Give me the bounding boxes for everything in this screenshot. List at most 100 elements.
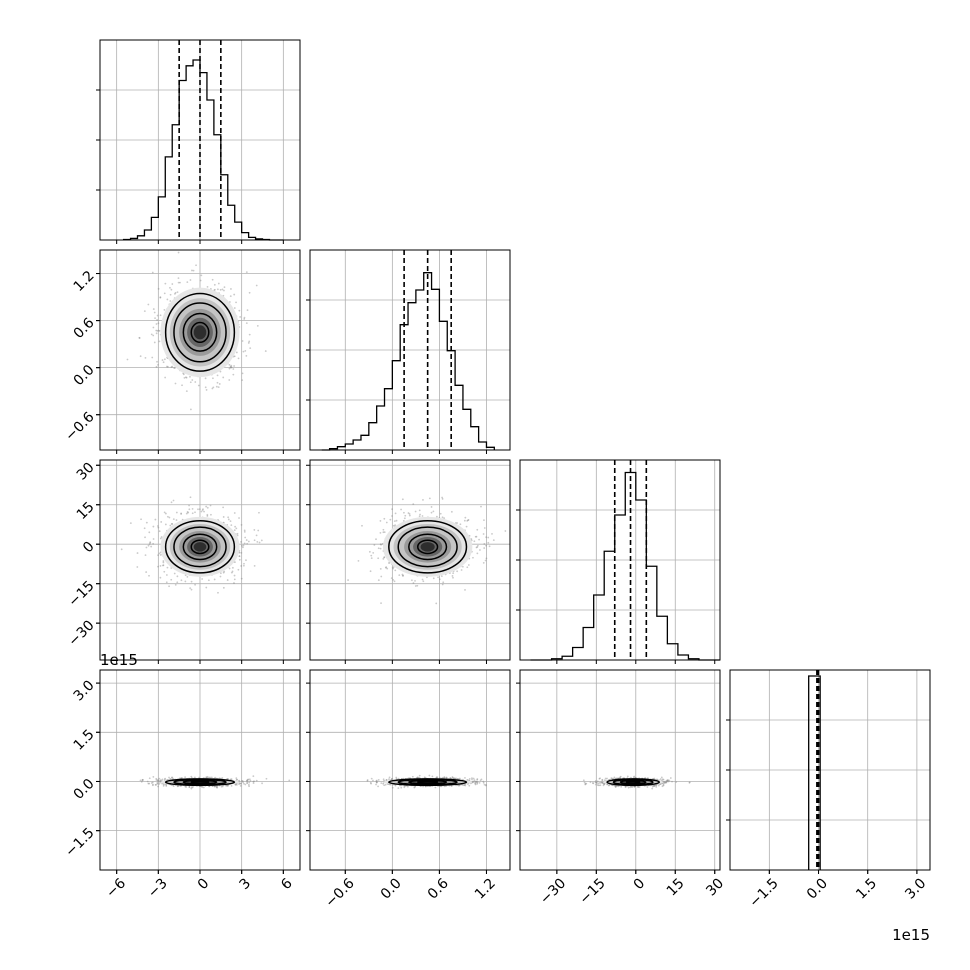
sample-point — [136, 552, 139, 554]
sample-point — [426, 576, 428, 579]
sample-point — [410, 579, 413, 582]
sample-point — [619, 776, 622, 779]
sample-point — [189, 587, 192, 590]
sample-point — [633, 785, 636, 788]
sample-point — [162, 561, 165, 564]
sample-point — [468, 778, 471, 780]
x-tick-label: 0.6 — [425, 875, 452, 902]
sample-point — [237, 357, 240, 360]
sample-point — [631, 785, 633, 788]
sample-point — [646, 786, 649, 788]
sample-point — [238, 555, 241, 558]
sample-point — [176, 575, 179, 578]
sample-point — [474, 535, 477, 538]
sample-point — [158, 552, 161, 555]
sample-point — [633, 785, 636, 788]
sample-point — [436, 776, 438, 779]
sample-point — [657, 784, 660, 787]
pair-panel-0-1 — [96, 249, 301, 454]
sample-point — [143, 527, 146, 530]
sample-point — [369, 570, 372, 573]
sample-point — [626, 775, 629, 778]
sample-point — [161, 359, 164, 361]
sample-point — [175, 511, 178, 514]
sample-point — [233, 365, 235, 367]
sample-point — [168, 585, 170, 588]
sample-point — [240, 544, 243, 547]
sample-point — [141, 779, 144, 782]
y-tick-label: −0.6 — [62, 409, 97, 444]
sample-point — [157, 322, 160, 325]
sample-point — [217, 282, 220, 285]
sample-point — [653, 784, 656, 787]
sample-point — [435, 515, 438, 518]
sample-point — [235, 778, 238, 781]
sample-point — [148, 782, 151, 785]
sample-point — [152, 775, 155, 778]
sample-point — [651, 785, 654, 788]
sample-point — [407, 512, 410, 514]
sample-point — [688, 781, 691, 784]
sample-point — [238, 555, 241, 558]
sample-point — [236, 532, 239, 535]
sample-point — [388, 778, 390, 781]
sample-point — [382, 782, 385, 785]
sample-point — [432, 510, 435, 513]
sample-point — [379, 567, 382, 570]
x-tick-label: 0.0 — [804, 875, 831, 902]
sample-point — [472, 556, 474, 559]
sample-point — [162, 560, 165, 562]
sample-point — [456, 570, 459, 573]
sample-point — [373, 544, 376, 546]
pair-panel-1-3 — [306, 669, 511, 874]
sample-point — [397, 787, 400, 790]
sample-point — [152, 326, 155, 329]
sample-point — [236, 534, 239, 537]
sample-point — [166, 298, 169, 301]
sample-point — [206, 775, 209, 778]
sample-point — [138, 337, 141, 339]
sample-point — [394, 569, 397, 572]
sample-point — [253, 539, 256, 542]
sample-point — [460, 569, 463, 571]
y-tick-label: 0.0 — [71, 362, 98, 389]
sample-point — [230, 288, 232, 290]
sample-point — [226, 777, 229, 780]
sample-point — [246, 309, 249, 312]
contour-line — [182, 779, 218, 785]
sample-point — [430, 506, 433, 508]
sample-point — [240, 577, 243, 580]
sample-point — [390, 778, 393, 781]
sample-point — [247, 540, 250, 543]
sample-point — [459, 523, 462, 526]
sample-point — [466, 779, 469, 781]
sample-point — [213, 578, 216, 581]
sample-point — [174, 291, 177, 294]
sample-point — [200, 510, 203, 513]
sample-point — [375, 780, 378, 782]
sample-point — [170, 578, 173, 581]
sample-point — [223, 289, 225, 292]
sample-point — [240, 540, 242, 543]
sample-point — [599, 781, 602, 784]
sample-point — [157, 363, 159, 366]
sample-point — [596, 784, 599, 786]
sample-point — [487, 536, 490, 539]
sample-point — [180, 513, 183, 515]
panel-frame — [99, 39, 301, 241]
sample-point — [398, 574, 401, 577]
sample-point — [406, 785, 409, 788]
sample-point — [475, 546, 478, 549]
sample-point — [207, 579, 210, 582]
sample-point — [156, 782, 159, 784]
sample-point — [147, 303, 150, 306]
sample-point — [414, 580, 416, 582]
sample-point — [190, 580, 193, 583]
sample-point — [633, 775, 636, 778]
sample-point — [230, 784, 233, 787]
sample-point — [152, 525, 155, 528]
sample-point — [476, 781, 479, 784]
x-tick-label: 1.2 — [472, 875, 499, 902]
x-tick-labels-3: −1.5 0.0 1.5 3.0 — [746, 870, 929, 911]
panel-frame — [729, 669, 931, 871]
